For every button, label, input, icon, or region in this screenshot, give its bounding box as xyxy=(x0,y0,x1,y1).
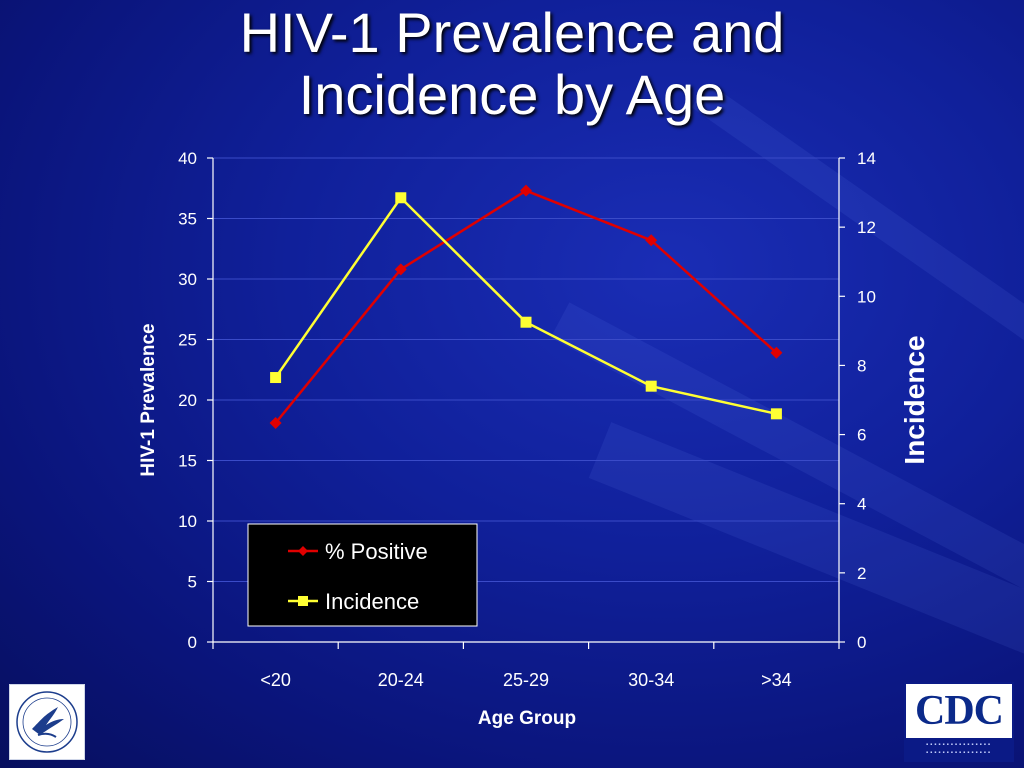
cdc-logo-subtext-lines: ▪▪▪▪▪▪▪▪▪▪▪▪▪▪▪▪ ▪▪▪▪▪▪▪▪▪▪▪▪▪▪▪▪ xyxy=(925,742,993,756)
series-line-incidence xyxy=(274,195,777,416)
data-point-incidence xyxy=(520,316,532,328)
y-tick-label-right: 4 xyxy=(857,495,866,514)
chart-gridlines xyxy=(213,157,839,582)
y-axis-title-right: Incidence xyxy=(899,335,930,464)
y-tick-label-right: 6 xyxy=(857,426,866,445)
y-tick-label-left: 40 xyxy=(178,149,197,168)
y-tick-label-left: 0 xyxy=(188,633,197,652)
y-tick-label-left: 25 xyxy=(178,331,197,350)
legend-box xyxy=(247,523,478,627)
data-point-incidence xyxy=(395,192,407,204)
cdc-logo-text: CDC xyxy=(915,688,1004,734)
y-tick-label-right: 14 xyxy=(857,149,876,168)
y-axis-title-left: HIV-1 Prevalence xyxy=(138,323,159,476)
data-point-positive xyxy=(394,263,407,276)
chart-series xyxy=(269,184,783,429)
x-tick-label: 25-29 xyxy=(503,670,549,690)
x-tick-label: <20 xyxy=(260,670,291,690)
series-line-positive xyxy=(274,189,778,424)
data-point-positive xyxy=(269,416,282,429)
y-tick-label-left: 20 xyxy=(178,391,197,410)
y-tick-label-left: 10 xyxy=(178,512,197,531)
hhs-eagle-seal-icon xyxy=(16,691,78,753)
data-point-incidence xyxy=(645,380,657,392)
y-tick-label-right: 8 xyxy=(857,356,866,375)
slide-title: HIV-1 Prevalence and Incidence by Age xyxy=(0,2,1024,126)
cdc-logo-box: CDC xyxy=(906,684,1012,738)
y-tick-label-left: 30 xyxy=(178,270,197,289)
y-tick-label-right: 2 xyxy=(857,564,866,583)
legend-label-positive: % Positive xyxy=(325,539,428,564)
y-tick-label-right: 10 xyxy=(857,287,876,306)
y-tick-label-left: 15 xyxy=(178,452,197,471)
y-tick-label-right: 0 xyxy=(857,633,866,652)
x-tick-label: 30-34 xyxy=(628,670,674,690)
y-tick-label-left: 35 xyxy=(178,210,197,229)
data-point-incidence xyxy=(770,408,782,420)
x-axis-title: Age Group xyxy=(478,708,576,729)
legend-marker-square xyxy=(298,596,308,606)
title-line-2: Incidence by Age xyxy=(298,63,726,126)
hhs-logo xyxy=(9,684,85,760)
data-point-positive xyxy=(645,234,658,247)
data-point-incidence xyxy=(270,372,282,384)
x-tick-label: 20-24 xyxy=(378,670,424,690)
y-tick-label-right: 12 xyxy=(857,218,876,237)
x-tick-label: >34 xyxy=(761,670,792,690)
legend-marker-diamond xyxy=(298,546,308,556)
title-line-1: HIV-1 Prevalence and xyxy=(239,1,785,64)
data-point-positive xyxy=(520,184,532,197)
cdc-logo: CDC ▪▪▪▪▪▪▪▪▪▪▪▪▪▪▪▪ ▪▪▪▪▪▪▪▪▪▪▪▪▪▪▪▪ xyxy=(904,682,1014,762)
y-tick-label-left: 5 xyxy=(188,573,197,592)
data-point-positive xyxy=(770,346,783,359)
legend-label-incidence: Incidence xyxy=(325,589,419,614)
chart-axes: 0 5 10 15 20 25 30 35 40 0 2 4 6 8 10 12 14 <20 20-24 25-29… xyxy=(178,149,876,690)
chart-legend: % Positive Incidence xyxy=(247,523,478,627)
